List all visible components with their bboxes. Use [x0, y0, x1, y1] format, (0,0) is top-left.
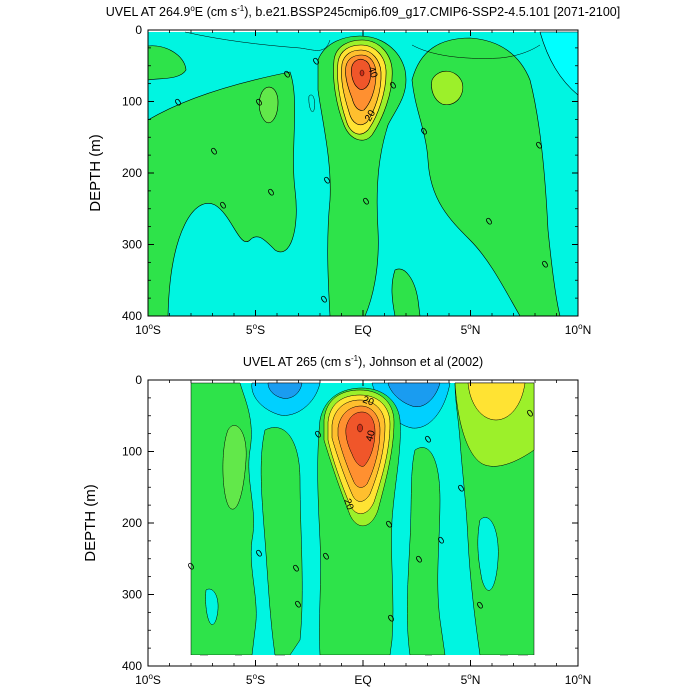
top-zero-label: 0	[311, 56, 322, 68]
top-xtick-label: 10oS	[135, 322, 161, 337]
bottom-xtick-label: 5oS	[246, 672, 265, 687]
top-green-left	[148, 71, 297, 316]
bottom-label-20-upper: 20	[361, 394, 376, 408]
bottom-euc-level-40	[345, 411, 376, 467]
bottom-green-rightmid	[407, 447, 446, 656]
top-ytick-label: 0	[135, 23, 142, 37]
top-xtick-label: 10oN	[565, 322, 591, 337]
top-zero-label: 0	[388, 80, 399, 92]
top-euc-max	[359, 69, 365, 77]
top-ytick-label: 100	[122, 95, 142, 109]
bottom-xtick-label: 10oN	[565, 672, 591, 687]
top-zero-label: 0	[419, 126, 430, 138]
top-title: UVEL AT 264.9oE (cm s-1), b.e21.BSSP245c…	[106, 4, 620, 19]
bottom-cyan-channel-right	[477, 517, 499, 591]
bottom-zero-label: 0	[525, 408, 536, 420]
bottom-zero-labels: 0 0 0 0 0 0 0 0 0 0 0 0 0 0 0 0	[186, 97, 536, 625]
top-zero-label: 0	[173, 97, 184, 109]
bottom-panel: UVEL AT 265 (cm s-1), Johnson et al (200…	[82, 97, 591, 687]
bottom-yellow-right	[467, 382, 526, 421]
bottom-label-40: 40	[364, 429, 378, 443]
top-zero-label: 0	[484, 216, 495, 228]
bottom-zero-label: 0	[293, 599, 304, 611]
bottom-xtick-label: EQ	[354, 673, 371, 687]
top-zero-labels: 0 0 0 0 0 0 0 0 0 0 0 0 0	[173, 56, 551, 306]
top-greenyellow-left	[258, 86, 279, 124]
bottom-ylabel: DEPTH (m)	[82, 484, 99, 562]
bottom-zero-label: 0	[414, 554, 425, 566]
bottom-contour-field	[148, 380, 578, 666]
top-ytick-label: 300	[122, 238, 142, 252]
bottom-zero-label: 0	[384, 519, 395, 531]
top-contour-line	[308, 94, 315, 112]
top-zero-label: 0	[322, 175, 333, 187]
top-xtick-label: EQ	[354, 323, 371, 337]
top-contour-line	[184, 31, 331, 51]
bottom-title: UVEL AT 265 (cm s-1), Johnson et al (200…	[243, 354, 483, 369]
bottom-ytick-label: 200	[122, 516, 142, 530]
bottom-label-20-lower: 20	[341, 497, 355, 512]
top-xtick-label: 5oN	[461, 322, 481, 337]
top-zero-label: 0	[319, 294, 330, 306]
bottom-zero-label: 0	[475, 600, 486, 612]
top-zero-label: 0	[540, 259, 551, 271]
top-greenyellow-right	[431, 70, 464, 106]
bottom-zero-label: 0	[423, 434, 434, 446]
top-green-left-upper	[148, 45, 187, 81]
top-panel: UVEL AT 264.9oE (cm s-1), b.e21.BSSP245c…	[87, 4, 620, 337]
top-zero-label: 0	[534, 140, 545, 152]
bottom-blue-mid-core	[387, 382, 441, 408]
bottom-zero-label: 0	[291, 563, 302, 575]
bottom-zero-label: 0	[456, 483, 467, 495]
top-contour-field	[148, 30, 578, 316]
bottom-xtick-label: 5oN	[461, 672, 481, 687]
bottom-ytick-label: 100	[122, 445, 142, 459]
bottom-zero-label: 0	[386, 613, 397, 625]
top-ytick-label: 200	[122, 166, 142, 180]
bottom-ytick-label: 0	[135, 373, 142, 387]
top-label-40: 40	[365, 65, 379, 80]
bottom-ytick-label: 400	[122, 659, 142, 673]
bottom-xtick-label: 10oS	[135, 672, 161, 687]
top-green-bottom	[391, 268, 421, 316]
bottom-labels: 20 40 20 0 0 0 0 0 0 0 0 0 0 0 0 0 0 0 0	[186, 97, 536, 625]
bottom-zero-label: 0	[209, 146, 220, 158]
bottom-green-leftmid	[260, 427, 303, 656]
bottom-blue-left	[251, 382, 321, 416]
bottom-blue-left-core	[267, 382, 303, 399]
bottom-zero-label: 0	[186, 561, 197, 573]
top-zero-label: 0	[282, 69, 293, 81]
top-zero-label: 0	[361, 196, 372, 208]
bottom-zero-label: 0	[254, 548, 265, 560]
top-contour-line	[411, 44, 541, 59]
top-ytick-label: 400	[122, 309, 142, 323]
top-zero-label: 0	[218, 200, 229, 212]
top-ylabel: DEPTH (m)	[87, 134, 104, 212]
top-green-right	[411, 37, 561, 316]
bottom-greenyellow-left	[222, 425, 247, 510]
bottom-green-left	[190, 382, 257, 656]
bottom-ytick-label: 300	[122, 588, 142, 602]
bottom-zero-label: 0	[321, 551, 332, 563]
bottom-cyan-channel-left	[205, 588, 219, 625]
top-labels: 40 20 0 0 0 0 0 0 0 0 0 0 0 0 0	[173, 56, 551, 306]
top-zero-label: 0	[266, 187, 277, 199]
top-label-20: 20	[363, 108, 378, 124]
bottom-zero-label: 0	[313, 429, 324, 441]
top-xtick-label: 5oS	[246, 322, 265, 337]
bottom-zero-label: 0	[254, 97, 265, 109]
bottom-euc-max	[357, 423, 363, 433]
bottom-zero-label: 0	[436, 535, 447, 547]
